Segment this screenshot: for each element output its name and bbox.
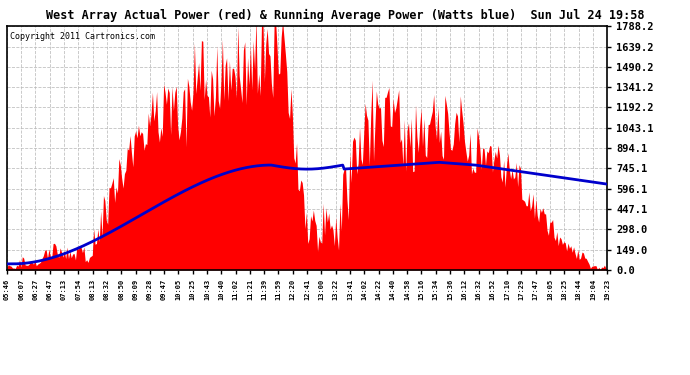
Text: Copyright 2011 Cartronics.com: Copyright 2011 Cartronics.com: [10, 32, 155, 41]
Text: West Array Actual Power (red) & Running Average Power (Watts blue)  Sun Jul 24 1: West Array Actual Power (red) & Running …: [46, 9, 644, 22]
